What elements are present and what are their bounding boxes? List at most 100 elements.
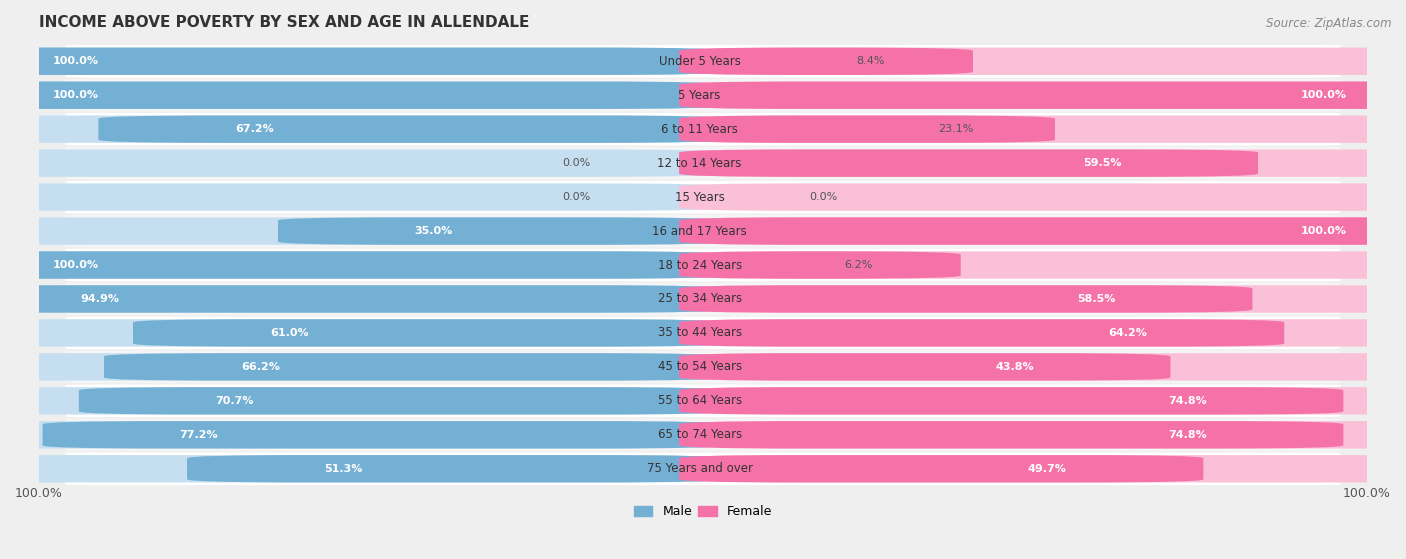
Text: 0.0%: 0.0% [562, 158, 591, 168]
Text: INCOME ABOVE POVERTY BY SEX AND AGE IN ALLENDALE: INCOME ABOVE POVERTY BY SEX AND AGE IN A… [39, 15, 529, 30]
FancyBboxPatch shape [134, 319, 720, 347]
Text: 59.5%: 59.5% [1083, 158, 1121, 168]
FancyBboxPatch shape [66, 249, 1340, 281]
FancyBboxPatch shape [66, 385, 1340, 417]
FancyBboxPatch shape [679, 319, 1284, 347]
FancyBboxPatch shape [679, 217, 1406, 245]
FancyBboxPatch shape [679, 149, 1258, 177]
Text: 100.0%: 100.0% [1301, 226, 1347, 236]
FancyBboxPatch shape [679, 455, 1406, 482]
Text: 25 to 34 Years: 25 to 34 Years [658, 292, 742, 305]
FancyBboxPatch shape [679, 353, 1406, 381]
Text: 8.4%: 8.4% [856, 56, 884, 67]
FancyBboxPatch shape [0, 48, 720, 75]
FancyBboxPatch shape [679, 82, 1406, 109]
Text: 77.2%: 77.2% [180, 430, 218, 440]
FancyBboxPatch shape [66, 79, 1340, 112]
FancyBboxPatch shape [679, 48, 973, 75]
FancyBboxPatch shape [0, 116, 720, 143]
FancyBboxPatch shape [679, 82, 1406, 109]
Text: 0.0%: 0.0% [810, 192, 838, 202]
Text: 5 Years: 5 Years [679, 89, 721, 102]
FancyBboxPatch shape [679, 421, 1406, 448]
Text: 100.0%: 100.0% [52, 260, 98, 270]
FancyBboxPatch shape [679, 387, 1343, 415]
FancyBboxPatch shape [679, 353, 1170, 381]
FancyBboxPatch shape [0, 183, 720, 211]
Text: 67.2%: 67.2% [235, 124, 274, 134]
FancyBboxPatch shape [98, 116, 720, 143]
Text: Under 5 Years: Under 5 Years [659, 55, 741, 68]
FancyBboxPatch shape [0, 455, 720, 482]
Legend: Male, Female: Male, Female [628, 500, 778, 523]
Text: 70.7%: 70.7% [215, 396, 254, 406]
Text: 65 to 74 Years: 65 to 74 Years [658, 428, 742, 441]
FancyBboxPatch shape [679, 116, 1054, 143]
Text: 66.2%: 66.2% [240, 362, 280, 372]
FancyBboxPatch shape [0, 252, 720, 279]
FancyBboxPatch shape [0, 421, 720, 448]
FancyBboxPatch shape [66, 181, 1340, 214]
FancyBboxPatch shape [0, 252, 720, 279]
Text: 75 Years and over: 75 Years and over [647, 462, 752, 475]
Text: 45 to 54 Years: 45 to 54 Years [658, 361, 742, 373]
FancyBboxPatch shape [679, 116, 1406, 143]
Text: 6 to 11 Years: 6 to 11 Years [661, 122, 738, 136]
FancyBboxPatch shape [0, 285, 720, 312]
Text: 58.5%: 58.5% [1077, 294, 1115, 304]
FancyBboxPatch shape [679, 455, 1204, 482]
FancyBboxPatch shape [66, 350, 1340, 383]
Text: 12 to 14 Years: 12 to 14 Years [658, 157, 742, 169]
FancyBboxPatch shape [679, 48, 1406, 75]
Text: 74.8%: 74.8% [1168, 396, 1206, 406]
FancyBboxPatch shape [679, 183, 1406, 211]
Text: 49.7%: 49.7% [1028, 464, 1067, 474]
FancyBboxPatch shape [0, 149, 720, 177]
FancyBboxPatch shape [187, 455, 720, 482]
Text: 94.9%: 94.9% [80, 294, 120, 304]
FancyBboxPatch shape [66, 452, 1340, 485]
FancyBboxPatch shape [66, 419, 1340, 451]
FancyBboxPatch shape [0, 217, 720, 245]
FancyBboxPatch shape [79, 387, 720, 415]
Text: 100.0%: 100.0% [1301, 90, 1347, 100]
FancyBboxPatch shape [42, 421, 720, 448]
Text: 35 to 44 Years: 35 to 44 Years [658, 326, 742, 339]
FancyBboxPatch shape [66, 147, 1340, 179]
FancyBboxPatch shape [679, 217, 1406, 245]
FancyBboxPatch shape [679, 387, 1406, 415]
Text: 43.8%: 43.8% [995, 362, 1033, 372]
FancyBboxPatch shape [66, 45, 1340, 78]
FancyBboxPatch shape [66, 113, 1340, 145]
Text: 35.0%: 35.0% [415, 226, 453, 236]
Text: 55 to 64 Years: 55 to 64 Years [658, 394, 742, 408]
FancyBboxPatch shape [0, 82, 720, 109]
FancyBboxPatch shape [0, 48, 720, 75]
FancyBboxPatch shape [679, 252, 960, 279]
FancyBboxPatch shape [679, 319, 1406, 347]
FancyBboxPatch shape [66, 215, 1340, 248]
Text: 100.0%: 100.0% [15, 487, 63, 500]
Text: 15 Years: 15 Years [675, 191, 724, 203]
FancyBboxPatch shape [679, 252, 1406, 279]
FancyBboxPatch shape [0, 82, 720, 109]
Text: 61.0%: 61.0% [270, 328, 308, 338]
Text: 6.2%: 6.2% [844, 260, 872, 270]
FancyBboxPatch shape [0, 387, 720, 415]
FancyBboxPatch shape [679, 285, 1253, 312]
FancyBboxPatch shape [66, 283, 1340, 315]
Text: 64.2%: 64.2% [1108, 328, 1147, 338]
FancyBboxPatch shape [0, 353, 720, 381]
Text: 23.1%: 23.1% [938, 124, 973, 134]
FancyBboxPatch shape [679, 421, 1343, 448]
FancyBboxPatch shape [0, 319, 720, 347]
FancyBboxPatch shape [104, 353, 720, 381]
Text: 100.0%: 100.0% [52, 56, 98, 67]
Text: 0.0%: 0.0% [562, 192, 591, 202]
FancyBboxPatch shape [0, 285, 720, 312]
Text: Source: ZipAtlas.com: Source: ZipAtlas.com [1267, 17, 1392, 30]
Text: 51.3%: 51.3% [323, 464, 363, 474]
FancyBboxPatch shape [679, 285, 1406, 312]
Text: 100.0%: 100.0% [1343, 487, 1391, 500]
FancyBboxPatch shape [278, 217, 720, 245]
